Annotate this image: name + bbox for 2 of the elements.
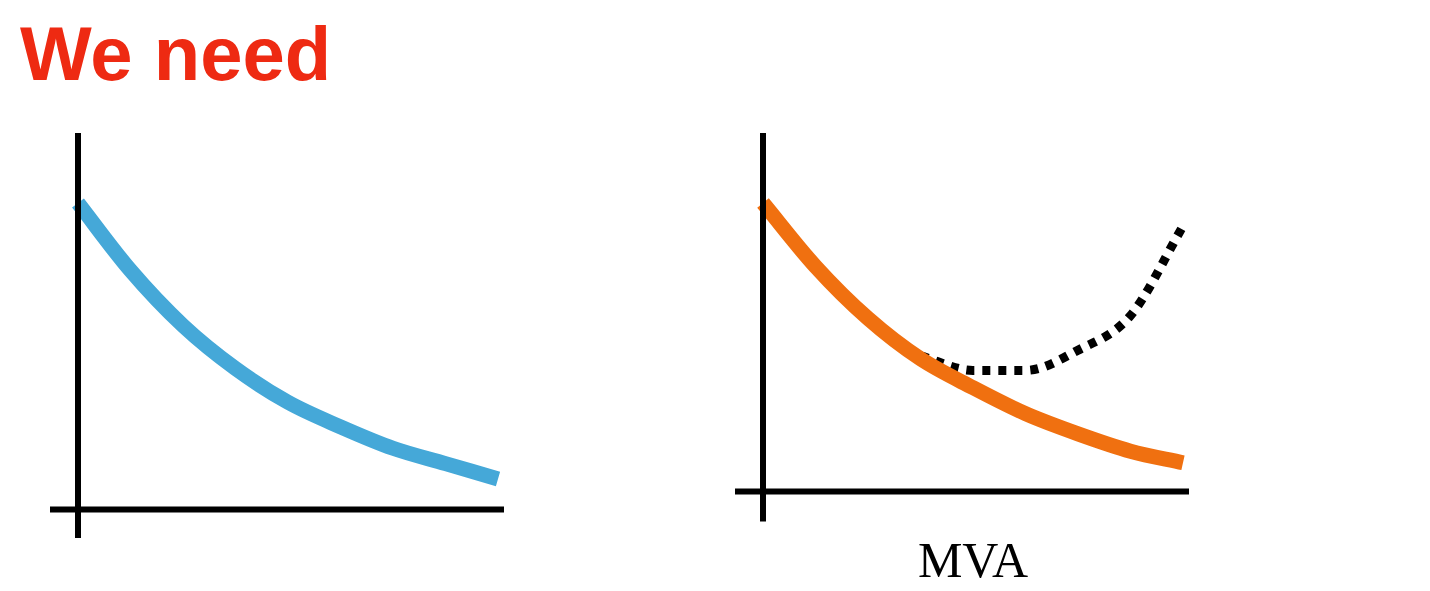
- chart-title: We need: [20, 11, 332, 96]
- x-axis-title: MVA: [917, 532, 1029, 589]
